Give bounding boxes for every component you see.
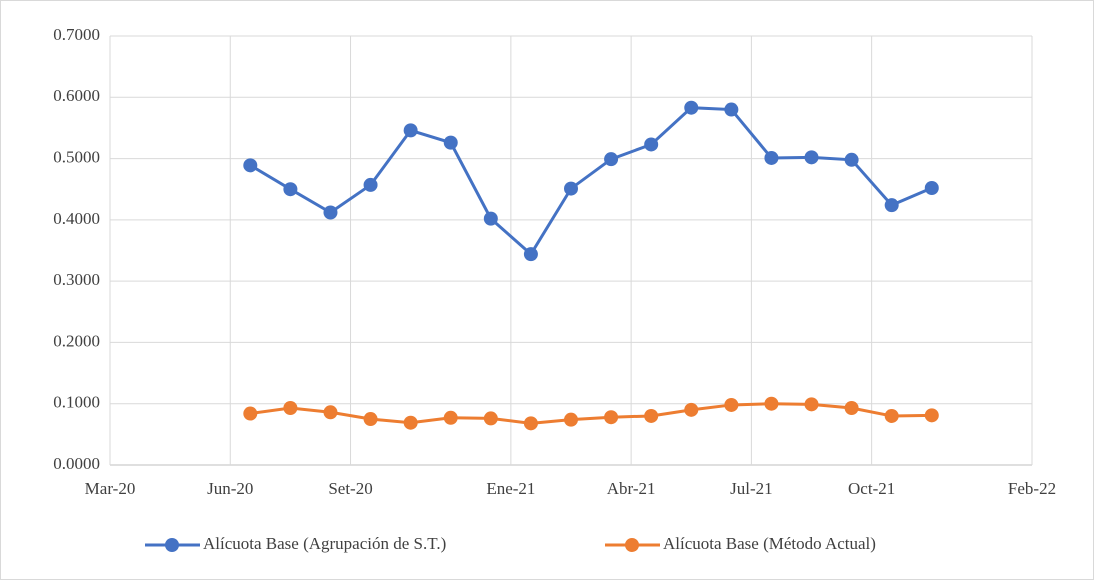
data-point [403,123,418,138]
y-tick-label: 0.0000 [53,454,100,473]
data-point [283,401,298,416]
data-point [483,411,498,426]
data-point [483,211,498,226]
data-point [363,412,378,427]
y-tick-label: 0.5000 [53,147,100,166]
data-point [684,402,699,417]
x-tick-label: Ene-21 [486,479,535,498]
data-point [724,102,739,117]
y-tick-label: 0.1000 [53,393,100,412]
data-point [924,408,939,423]
y-tick-label: 0.7000 [53,25,100,44]
data-point [644,137,659,152]
y-tick-label: 0.2000 [53,331,100,350]
data-point [804,397,819,412]
y-tick-label: 0.6000 [53,86,100,105]
x-tick-label: Oct-21 [848,479,895,498]
legend-marker [625,538,639,552]
data-point [764,150,779,165]
y-tick-label: 0.4000 [53,209,100,228]
x-tick-label: Mar-20 [85,479,136,498]
data-point [403,415,418,430]
data-point [283,182,298,197]
data-point [604,410,619,425]
x-tick-label: Set-20 [328,479,372,498]
data-point [844,152,859,167]
data-point [764,396,779,411]
x-tick-label: Jul-21 [730,479,773,498]
data-point [604,152,619,167]
x-tick-label: Feb-22 [1008,479,1056,498]
data-point [804,150,819,165]
data-point [884,408,899,423]
data-point [523,416,538,431]
data-point [924,180,939,195]
data-point [243,158,258,173]
data-point [243,406,258,421]
data-point [644,408,659,423]
data-point [323,405,338,420]
legend-label: Alícuota Base (Método Actual) [663,534,876,553]
data-point [684,100,699,115]
data-point [323,205,338,220]
data-point [564,181,578,196]
x-tick-label: Abr-21 [607,479,656,498]
data-point [443,410,458,425]
data-point [523,247,538,262]
data-point [443,135,458,150]
y-tick-label: 0.3000 [53,270,100,289]
data-point [363,177,378,192]
data-point [844,401,859,416]
data-point [724,397,739,412]
data-point [564,412,578,427]
legend-label: Alícuota Base (Agrupación de S.T.) [203,534,446,553]
data-point [884,198,899,213]
x-tick-label: Jun-20 [207,479,253,498]
legend-marker [165,538,179,552]
